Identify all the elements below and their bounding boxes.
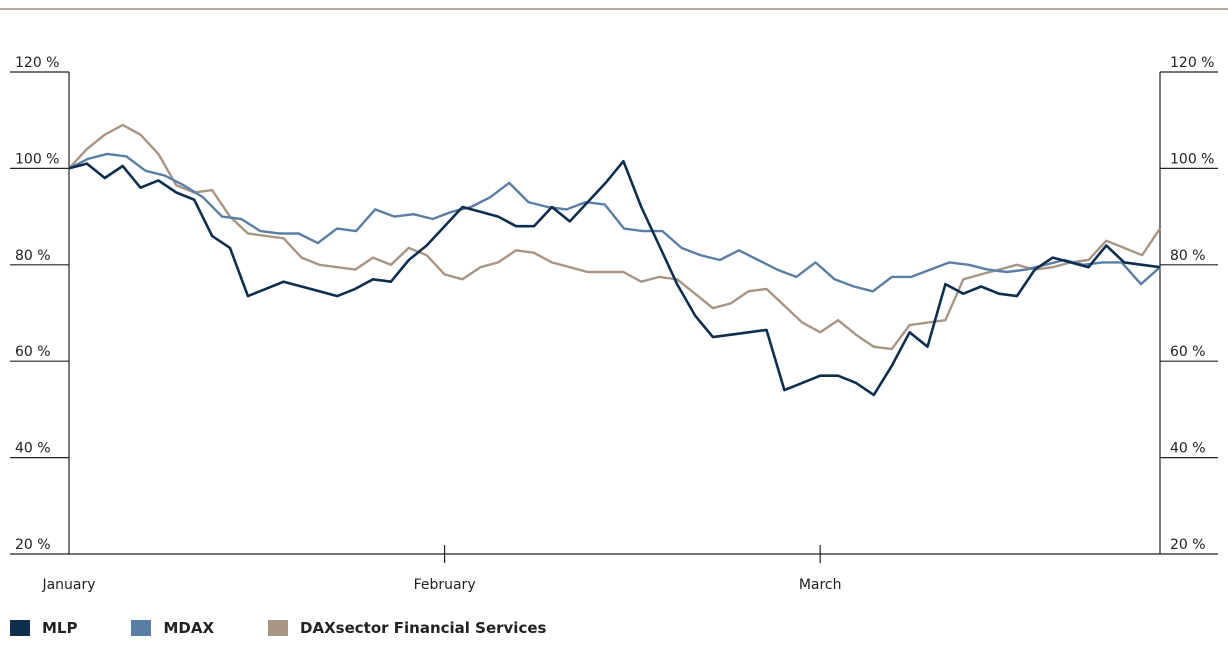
- y-tick-label-left: 100 %: [15, 151, 59, 167]
- y-tick-label-right: 120 %: [1170, 55, 1214, 71]
- series-line-daxsector-financial-services: [68, 123, 1161, 351]
- y-tick-label-right: 20 %: [1170, 537, 1206, 553]
- legend: MLP MDAX DAXsector Financial Services: [10, 618, 600, 638]
- y-tick-label-left: 120 %: [15, 55, 59, 71]
- y-tick-label-left: 60 %: [15, 344, 51, 360]
- legend-item-mlp: MLP: [10, 619, 77, 637]
- y-tick-label-right: 60 %: [1170, 344, 1206, 360]
- legend-swatch-mdax: [131, 620, 152, 636]
- legend-swatch-mlp: [10, 620, 30, 636]
- x-tick-label: March: [799, 577, 842, 593]
- legend-label-daxsector: DAXsector Financial Services: [300, 619, 547, 637]
- series-line-mdax: [68, 152, 1161, 293]
- x-tick-label: January: [41, 577, 95, 593]
- legend-item-daxsector: DAXsector Financial Services: [268, 619, 546, 637]
- y-tick-label-left: 80 %: [15, 248, 51, 264]
- y-tick-label-right: 40 %: [1170, 441, 1206, 457]
- y-tick-label-left: 20 %: [15, 537, 51, 553]
- legend-label-mdax: MDAX: [163, 619, 215, 637]
- y-tick-label-left: 40 %: [15, 441, 51, 457]
- legend-label-mlp: MLP: [42, 619, 78, 637]
- series-line-mlp: [68, 159, 1161, 397]
- legend-swatch-daxsector: [268, 620, 289, 636]
- legend-item-mdax: MDAX: [131, 619, 214, 637]
- y-tick-label-right: 80 %: [1170, 248, 1206, 264]
- x-tick-label: February: [414, 577, 476, 593]
- y-tick-label-right: 100 %: [1170, 151, 1214, 167]
